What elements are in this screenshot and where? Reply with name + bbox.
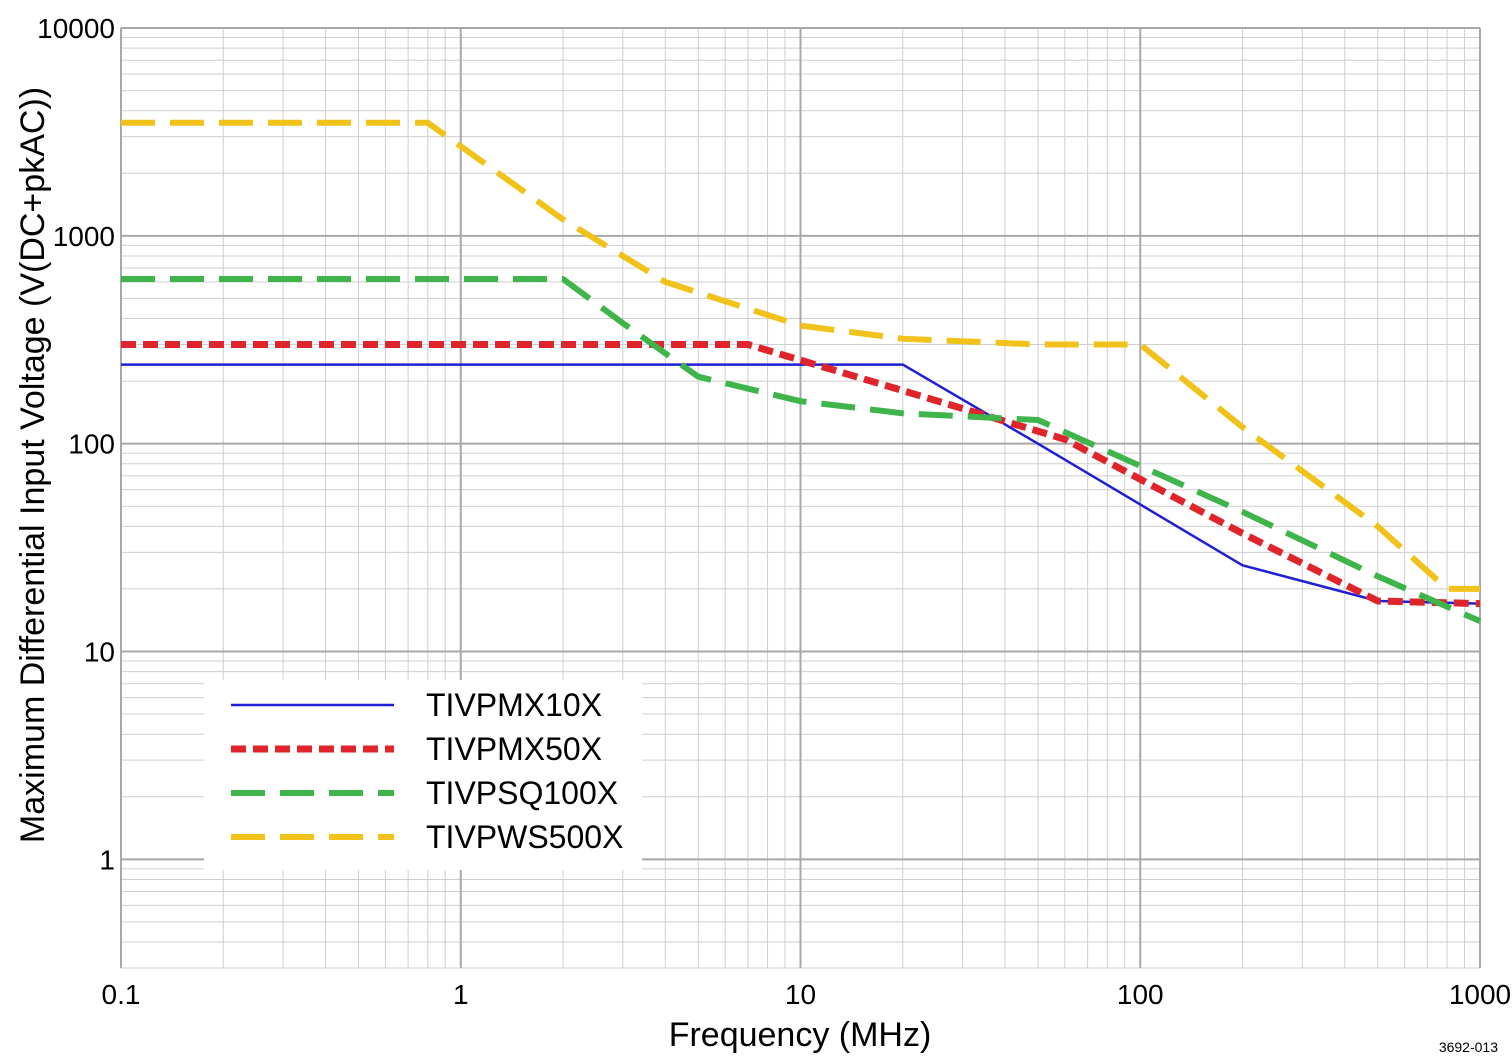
x-tick-label: 1 [453,979,469,1010]
legend-label: TIVPSQ100X [426,775,618,811]
y-axis-label: Maximum Differential Input Voltage (V(DC… [14,87,52,843]
y-tick-label: 10 [84,636,115,667]
legend: TIVPMX10X TIVPMX50X TIVPSQ100X TIVPWS500X [204,680,642,870]
legend-label: TIVPMX50X [426,731,602,767]
series-lines [121,119,1482,624]
x-tick-label: 1000 [1449,979,1511,1010]
legend-box [204,680,642,870]
x-tick-label: 0.1 [102,979,141,1010]
x-tick-label: 10 [785,979,816,1010]
y-tick-label: 10000 [37,13,115,44]
y-tick-label: 100 [68,429,115,460]
series-line-tivpmx50x [121,341,1481,608]
legend-items: TIVPMX10X TIVPMX50X TIVPSQ100X TIVPWS500X [231,687,623,855]
figure-id: 3692-013 [1439,1039,1498,1055]
x-tick-label: 100 [1117,979,1164,1010]
series-line-tivpsq100x [121,276,1482,624]
legend-label: TIVPWS500X [426,819,623,855]
y-tick-label: 1 [99,844,115,875]
series-line-tivpws500x [121,119,1480,592]
y-tick-label: 1000 [53,221,115,252]
tick-labels: 0.1 1 10 100 1000 1 10 100 1000 10000 [37,13,1511,1010]
legend-label: TIVPMX10X [426,687,602,723]
x-axis-label: Frequency (MHz) [669,1016,932,1054]
minor-gridlines [121,28,1480,969]
